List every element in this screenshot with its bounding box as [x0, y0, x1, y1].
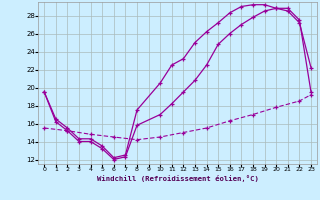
X-axis label: Windchill (Refroidissement éolien,°C): Windchill (Refroidissement éolien,°C) — [97, 175, 259, 182]
